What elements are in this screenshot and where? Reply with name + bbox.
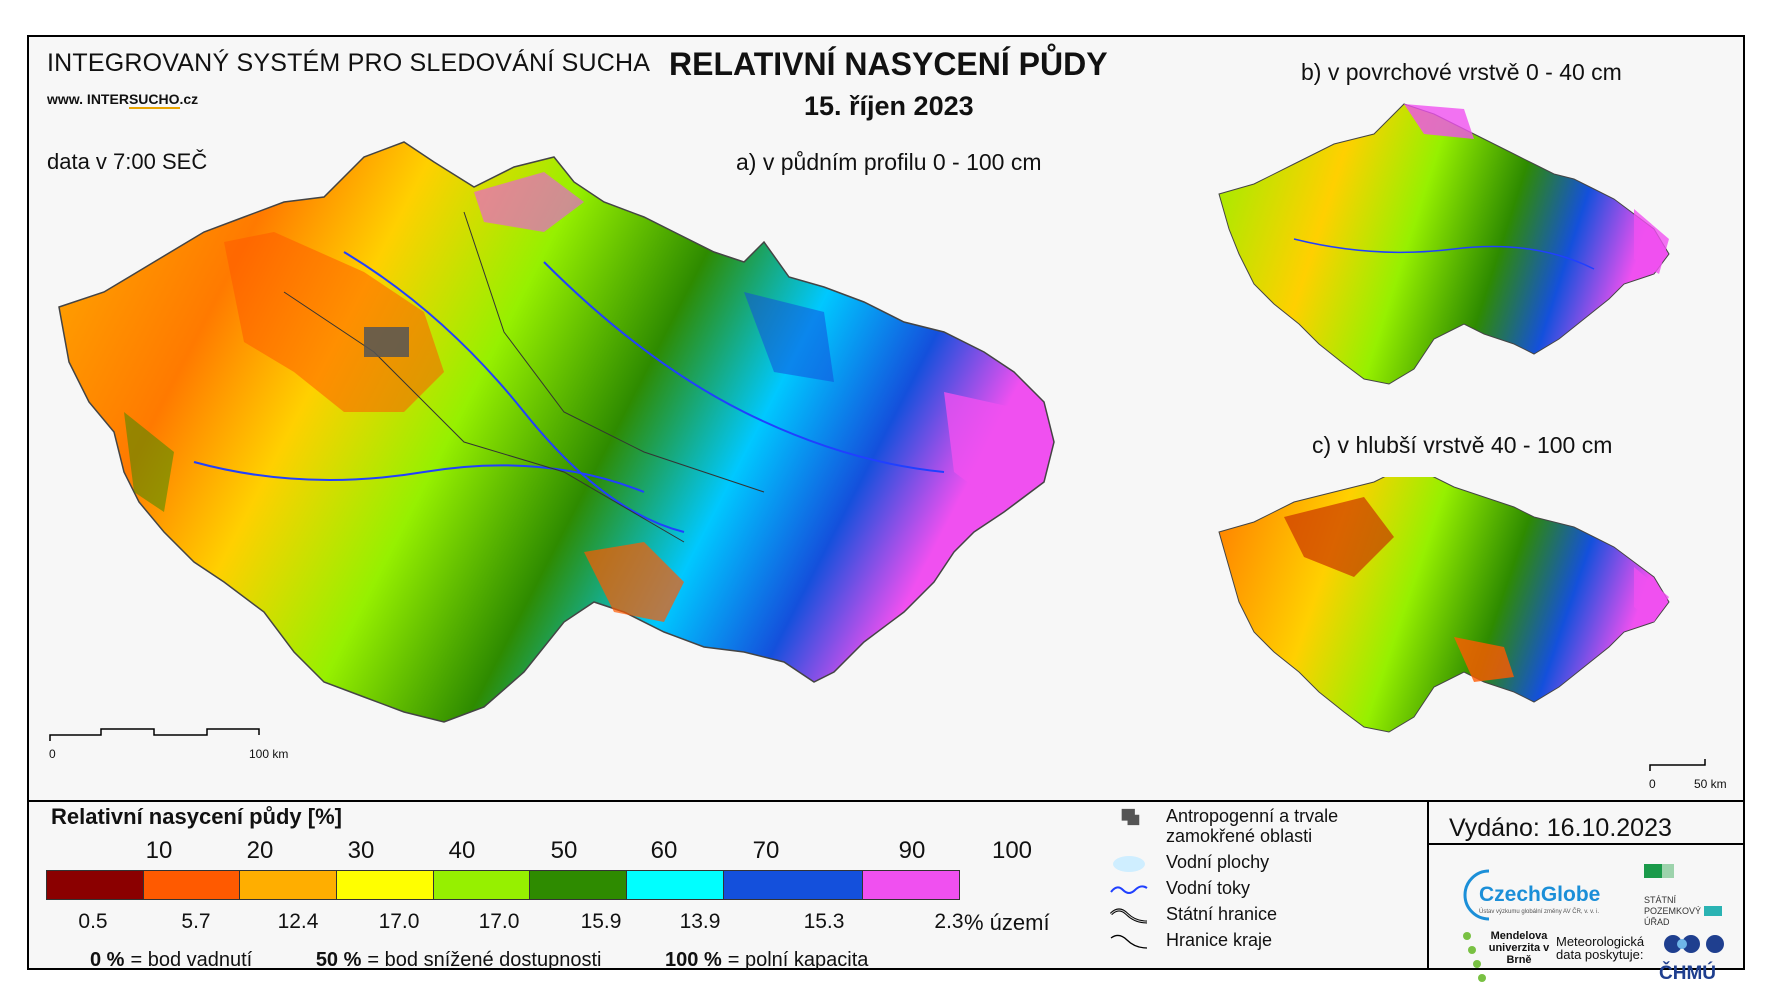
chmu-emblem-icon <box>1664 935 1724 953</box>
legend-threshold: 100 <box>991 837 1033 864</box>
legend-anthropogenic: Antropogenní a trvale zamokřené oblasti <box>1109 804 1419 850</box>
map-date: 15. říjen 2023 <box>804 91 974 121</box>
spu-logo: STÁTNÍ POZEMKOVÝ ÚŘAD <box>1644 864 1734 927</box>
spu-name: STÁTNÍ POZEMKOVÝ ÚŘAD <box>1644 895 1702 927</box>
map-panel-c <box>1218 477 1670 733</box>
legend-class-swatch <box>626 871 724 899</box>
legend-share: 15.3 <box>803 910 845 933</box>
scalebar-main-start: 0 <box>49 747 56 761</box>
note-field-capacity: 100 % = polní kapacita <box>665 949 869 971</box>
chmu-name: ČHMÚ <box>1659 963 1716 984</box>
legend-class-swatch <box>433 871 531 899</box>
legend-class-swatch <box>863 871 959 899</box>
legend-state-border: Státní hranice <box>1109 902 1419 928</box>
legend-threshold: 30 <box>347 837 375 864</box>
legend-class-swatch <box>336 871 434 899</box>
legend-share: 15.9 <box>580 910 622 933</box>
system-title: INTEGROVANÝ SYSTÉM PRO SLEDOVÁNÍ SUCHA <box>47 49 651 77</box>
region-border-icon <box>1110 934 1148 949</box>
czechglobe-swoosh-icon <box>1463 869 1490 921</box>
note-reduced-availability: 50 % = bod snížené dostupnosti <box>315 949 602 971</box>
legend-shares: 0.5 5.7 12.4 17.0 17.0 15.9 13.9 15.3 2.… <box>44 910 1044 940</box>
anthropogenic-area-icon <box>1121 808 1140 826</box>
issued-date: Vydáno: 16.10.2023 <box>1449 814 1672 842</box>
chmu-logo: ČHMÚ <box>1659 932 1739 992</box>
legend-class-swatch <box>240 871 337 899</box>
river-icon <box>1110 885 1148 894</box>
map-panel-a <box>58 141 1055 723</box>
legend-share-unit: % území <box>964 910 1050 935</box>
legend-thresholds: 10 20 30 40 50 60 70 90 100 <box>44 837 1032 867</box>
legend-share: 17.0 <box>378 910 420 933</box>
legend-share: 13.9 <box>679 910 721 933</box>
symbol-legend: Antropogenní a trvale zamokřené oblasti … <box>1109 804 1419 954</box>
czechglobe-subtitle: Ústav výzkumu globální změny AV ČR, v. v… <box>1479 909 1600 915</box>
legend-class-swatch <box>47 871 144 899</box>
legend-notes: 0 % = bod vadnutí 50 % = bod snížené dostu… <box>90 949 926 972</box>
legend-share: 12.4 <box>277 910 319 933</box>
panel-b-label: b) v povrchové vrstvě 0 - 40 cm <box>1301 59 1622 85</box>
legend-title: Relativní nasycení půdy [%] <box>51 804 342 829</box>
legend-color-bar <box>46 870 960 900</box>
czech-outline-a <box>58 141 1055 723</box>
mendel-name: Mendelova univerzita v Brně <box>1488 930 1550 966</box>
spu-emblem-icon <box>1644 864 1674 878</box>
legend-threshold: 50 <box>550 837 578 864</box>
czech-outline-b <box>1218 103 1670 385</box>
state-border-icon <box>1109 908 1148 924</box>
legend-rivers: Vodní toky <box>1109 876 1419 902</box>
legend-divider <box>29 800 1743 802</box>
legend-threshold: 20 <box>246 837 274 864</box>
legend-threshold: 90 <box>898 837 926 864</box>
legend-threshold: 10 <box>145 837 173 864</box>
footer-divider <box>1427 800 1429 968</box>
czech-outline-c <box>1218 477 1670 733</box>
panel-a-label: a) v půdním profilu 0 - 100 cm <box>736 149 1042 175</box>
note-wilting-point: 0 % = bod vadnutí <box>90 949 253 971</box>
map-frame: INTEGROVANÝ SYSTÉM PRO SLEDOVÁNÍ SUCHA w… <box>27 35 1745 984</box>
legend-water-bodies: Vodní plochy <box>1109 850 1419 876</box>
spu-accent-icon <box>1704 906 1722 916</box>
legend-share: 5.7 <box>181 910 211 933</box>
legend-share: 17.0 <box>478 910 520 933</box>
website-prefix: www. INTER <box>47 91 129 107</box>
czechglobe-logo: CzechGlobe Ústav výzkumu globální změny … <box>1459 865 1629 925</box>
legend-class-swatch <box>143 871 241 899</box>
panel-c-label: c) v hlubší vrstvě 40 - 100 cm <box>1312 432 1613 458</box>
water-body-icon <box>1113 856 1145 872</box>
map-title: RELATIVNÍ NASYCENÍ PŮDY <box>669 46 1108 82</box>
legend-share: 2.3 <box>934 910 964 933</box>
czechglobe-name: CzechGlobe <box>1479 883 1601 906</box>
scalebar-small-start: 0 <box>1649 777 1656 791</box>
issued-divider <box>1427 843 1745 845</box>
scalebar-main: 0 100 km <box>49 727 309 767</box>
legend-class-swatch <box>723 871 864 899</box>
scalebar-main-end: 100 km <box>249 747 289 761</box>
legend-class-swatch <box>530 871 627 899</box>
map-panel-b <box>1218 103 1670 385</box>
legend-threshold: 70 <box>752 837 780 864</box>
website-link[interactable]: www. INTERSUCHO.cz <box>47 91 199 109</box>
mendel-logo: Mendelova univerzita v Brně <box>1461 930 1561 990</box>
mendel-dots-icon <box>1463 932 1486 982</box>
legend-region-border: Hranice kraje <box>1109 928 1419 954</box>
data-time: data v 7:00 SEČ <box>47 149 208 174</box>
legend-threshold: 60 <box>650 837 678 864</box>
website-suffix: .cz <box>179 91 199 107</box>
website-highlight: SUCHO <box>128 91 180 109</box>
legend-share: 0.5 <box>78 910 108 933</box>
scalebar-small: 0 50 km <box>1649 757 1759 797</box>
scalebar-small-end: 50 km <box>1694 777 1727 791</box>
legend-threshold: 40 <box>448 837 476 864</box>
meteo-data-provider: Meteorologická data poskytuje: <box>1556 934 1645 962</box>
